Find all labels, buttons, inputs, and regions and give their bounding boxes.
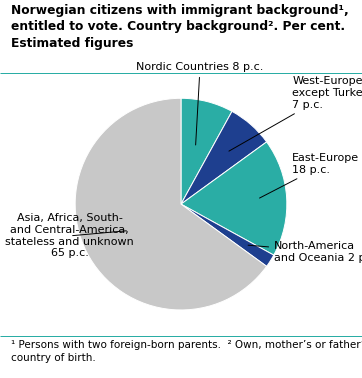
Wedge shape (181, 142, 287, 255)
Text: East-Europe
18 p.c.: East-Europe 18 p.c. (260, 153, 359, 198)
Wedge shape (75, 98, 267, 310)
Wedge shape (181, 98, 232, 204)
Wedge shape (181, 204, 274, 266)
Text: Nordic Countries 8 p.c.: Nordic Countries 8 p.c. (136, 62, 264, 145)
Text: Norwegian citizens with immigrant background¹,
entitled to vote. Country backgro: Norwegian citizens with immigrant backgr… (11, 4, 349, 50)
Text: ¹ Persons with two foreign-born parents.  ² Own, mother’s or father’s
country of: ¹ Persons with two foreign-born parents.… (11, 340, 362, 363)
Wedge shape (181, 112, 267, 204)
Text: West-Europe
except Turkey
7 p.c.: West-Europe except Turkey 7 p.c. (229, 76, 362, 151)
Text: North-America
and Oceania 2 p.c.: North-America and Oceania 2 p.c. (248, 241, 362, 263)
Text: Asia, Africa, South-
and Central-America,
stateless and unknown
65 p.c.: Asia, Africa, South- and Central-America… (5, 214, 134, 258)
